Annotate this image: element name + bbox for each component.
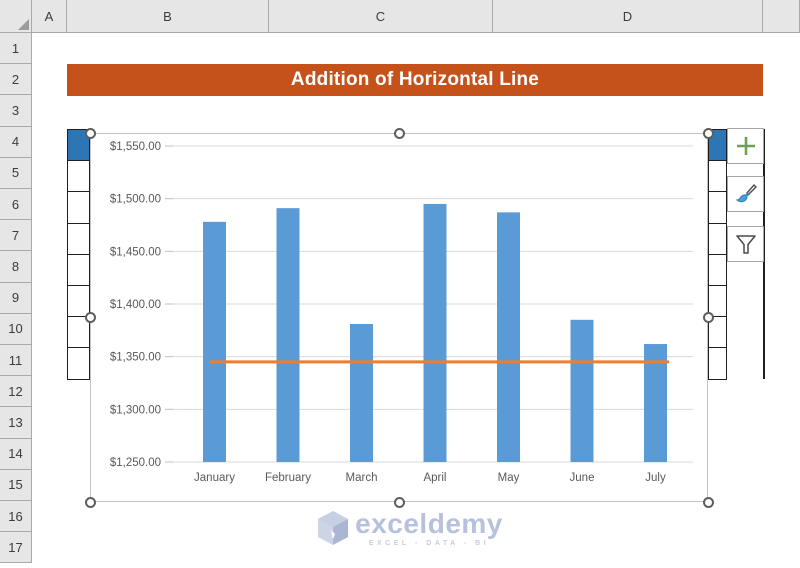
- chart-canvas[interactable]: $1,550.00 $1,500.00 $1,450.00 $1,400.00 $1,3…: [91, 134, 709, 503]
- left-cells-cell-3[interactable]: [67, 191, 90, 224]
- y-axis-label[interactable]: $1,300.00: [110, 404, 161, 416]
- chart-styles-button[interactable]: [727, 176, 764, 212]
- bar-february[interactable]: [276, 208, 300, 462]
- chart-handle-bottom-right[interactable]: [702, 496, 714, 508]
- column-header-B[interactable]: B: [67, 0, 269, 33]
- exceldemy-cube-icon: [318, 511, 349, 545]
- funnel-icon: [735, 235, 756, 254]
- row-header-4[interactable]: 4: [0, 126, 32, 158]
- right-cells-cell-3[interactable]: [708, 191, 727, 224]
- row-header-2[interactable]: 2: [0, 64, 32, 96]
- left-cells-cell-4[interactable]: [67, 222, 90, 255]
- chart-handle-middle-left[interactable]: [84, 312, 96, 323]
- right-cells-cell-5[interactable]: [708, 253, 727, 286]
- x-axis-label[interactable]: July: [645, 472, 666, 484]
- watermark-text: exceldemy EXCEL - DATA - BI: [355, 507, 503, 547]
- y-axis-label[interactable]: $1,550.00: [110, 141, 161, 153]
- chart-handle-bottom-left[interactable]: [84, 496, 96, 508]
- row-header-15[interactable]: 15: [0, 469, 32, 501]
- title-banner-cell[interactable]: Addition of Horizontal Line: [67, 64, 763, 96]
- watermark-brand: exceldemy: [355, 507, 503, 539]
- x-axis-label[interactable]: February: [265, 472, 311, 484]
- bar-april[interactable]: [423, 203, 447, 462]
- exceldemy-watermark: exceldemy EXCEL - DATA - BI: [300, 504, 520, 552]
- row-header-17[interactable]: 17: [0, 532, 32, 564]
- right-cells-cell-2[interactable]: [708, 160, 727, 193]
- x-axis-label[interactable]: May: [498, 472, 520, 484]
- row-header-11[interactable]: 11: [0, 345, 32, 377]
- row-header-9[interactable]: 9: [0, 282, 32, 314]
- row-header-10[interactable]: 10: [0, 313, 32, 345]
- x-axis-label[interactable]: January: [194, 472, 235, 484]
- data-table-right-border: [763, 129, 765, 379]
- chart-handle-top-center[interactable]: [393, 127, 405, 139]
- left-cells-cell-5[interactable]: [67, 253, 90, 286]
- brush-icon: [735, 183, 757, 203]
- row-header-13[interactable]: 13: [0, 407, 32, 439]
- y-axis-label[interactable]: $1,250.00: [110, 457, 161, 469]
- left-cells-cell-2[interactable]: [67, 160, 90, 193]
- bar-may[interactable]: [497, 212, 520, 462]
- row-header-14[interactable]: 14: [0, 438, 32, 470]
- column-header-A[interactable]: A: [32, 0, 67, 33]
- row-header-16[interactable]: 16: [0, 501, 32, 533]
- select-all-triangle-icon: [18, 19, 29, 30]
- left-cells-cell-8[interactable]: [67, 347, 90, 380]
- chart-handle-middle-right[interactable]: [702, 312, 714, 323]
- y-axis-label[interactable]: $1,350.00: [110, 352, 161, 364]
- row-header-1[interactable]: 1: [0, 33, 32, 65]
- watermark-tagline: EXCEL - DATA - BI: [368, 539, 490, 547]
- select-all-corner[interactable]: [0, 0, 32, 33]
- column-header-right[interactable]: [763, 0, 800, 33]
- chart-elements-button[interactable]: [727, 128, 764, 164]
- row-header-3[interactable]: 3: [0, 95, 32, 127]
- chart-handle-top-left[interactable]: [84, 127, 96, 139]
- row-header-6[interactable]: 6: [0, 189, 32, 221]
- column-header-D[interactable]: D: [493, 0, 763, 33]
- right-cells-cell-8[interactable]: [708, 347, 727, 380]
- x-axis-label[interactable]: April: [423, 472, 446, 484]
- chart-handle-bottom-center[interactable]: [393, 496, 405, 508]
- right-cells-cell-4[interactable]: [708, 222, 727, 255]
- y-axis-label[interactable]: $1,500.00: [110, 194, 161, 206]
- bar-march[interactable]: [350, 324, 373, 462]
- row-header-5[interactable]: 5: [0, 157, 32, 189]
- chart-object[interactable]: $1,550.00 $1,500.00 $1,450.00 $1,400.00 $1,3…: [90, 133, 708, 502]
- y-axis-label[interactable]: $1,400.00: [110, 299, 161, 311]
- x-axis-label[interactable]: June: [570, 472, 595, 484]
- plus-icon: [736, 137, 755, 155]
- bar-january[interactable]: [203, 221, 226, 462]
- y-axis-label[interactable]: $1,450.00: [110, 246, 161, 258]
- row-header-7[interactable]: 7: [0, 220, 32, 252]
- x-axis-label[interactable]: March: [346, 472, 378, 484]
- bar-july[interactable]: [644, 344, 667, 462]
- chart-filters-button[interactable]: [727, 226, 764, 262]
- column-header-C[interactable]: C: [269, 0, 493, 33]
- row-header-12[interactable]: 12: [0, 376, 32, 408]
- row-header-8[interactable]: 8: [0, 251, 32, 283]
- bar-june[interactable]: [570, 319, 594, 462]
- chart-handle-top-right[interactable]: [702, 127, 714, 139]
